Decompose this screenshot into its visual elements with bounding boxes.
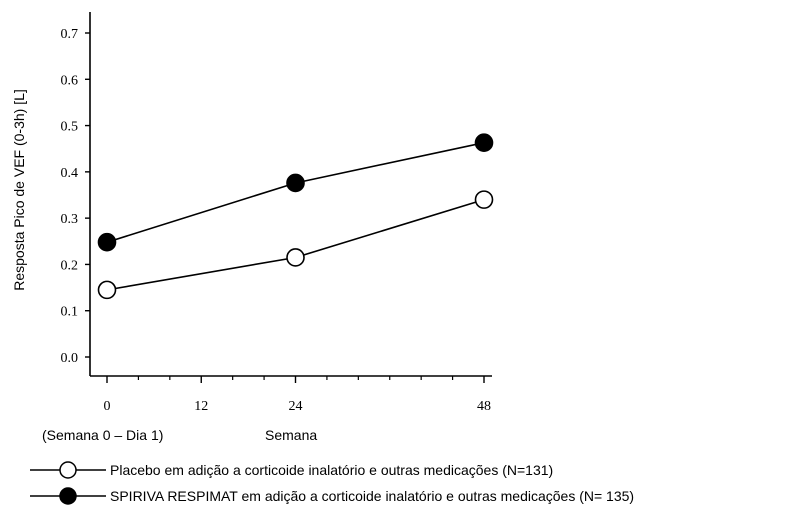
legend-label-placebo: Placebo em adição a corticoide inalatóri… xyxy=(110,462,553,478)
y-ticks: 0.0 0.1 0.2 0.3 0.4 0.5 0.6 0.7 xyxy=(61,27,90,366)
point-open-0-1 xyxy=(286,248,305,267)
point-open-0-0 xyxy=(97,280,117,300)
series-line-0 xyxy=(106,198,485,291)
x-ticks: 0 12 24 48 xyxy=(104,376,491,414)
y-tick-label-1: 0.1 xyxy=(61,305,79,320)
legend-marker-open-circle xyxy=(59,461,77,479)
y-tick-label-2: 0.2 xyxy=(61,258,79,273)
point-filled-1-1 xyxy=(286,173,305,193)
y-tick-label-7: 0.7 xyxy=(61,27,79,42)
y-tick-label-3: 0.3 xyxy=(61,212,79,227)
legend: Placebo em adição a corticoide inalatóri… xyxy=(30,461,634,505)
x-axis-label: Semana xyxy=(265,427,317,443)
legend-marker-filled-circle xyxy=(59,487,77,505)
x-axis-note: (Semana 0 – Dia 1) xyxy=(42,427,163,443)
series-line-1 xyxy=(106,141,485,243)
y-tick-label-4: 0.4 xyxy=(61,166,79,181)
y-tick-label-5: 0.5 xyxy=(61,120,79,135)
y-tick-label-6: 0.6 xyxy=(61,73,79,88)
axes xyxy=(89,12,492,377)
series-layer xyxy=(97,133,494,300)
y-tick-label-0: 0.0 xyxy=(61,351,79,366)
legend-item-placebo: Placebo em adição a corticoide inalatóri… xyxy=(30,461,553,479)
point-open-0-2 xyxy=(474,190,494,209)
x-tick-label-3: 48 xyxy=(477,399,491,414)
x-tick-label-2: 24 xyxy=(289,399,303,414)
x-tick-label-0: 0 xyxy=(104,399,111,414)
point-filled-1-2 xyxy=(474,133,494,152)
legend-item-spiriva: SPIRIVA RESPIMAT em adição a corticoide … xyxy=(30,487,634,505)
legend-label-spiriva: SPIRIVA RESPIMAT em adição a corticoide … xyxy=(110,488,634,504)
y-axis-label: Resposta Pico de VEF (0-3h) [L] xyxy=(11,89,27,291)
point-filled-1-0 xyxy=(97,232,117,252)
x-tick-label-1: 12 xyxy=(194,399,208,414)
